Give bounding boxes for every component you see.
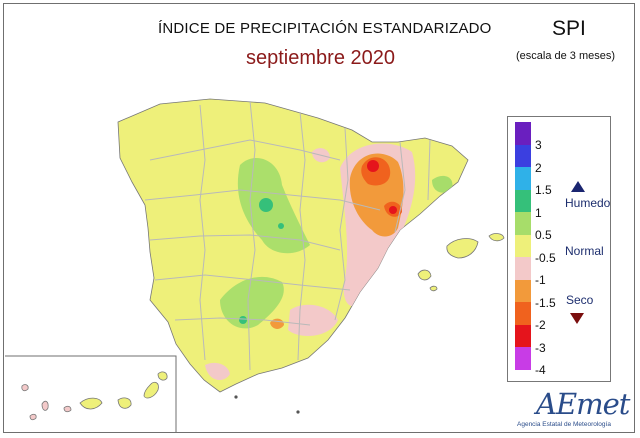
- dry-zone-southeast: [288, 304, 338, 336]
- legend-tick-label: -3: [535, 340, 546, 355]
- legend-swatch: [515, 189, 531, 212]
- legend-swatch: [515, 257, 531, 280]
- wet-cell-toledo: [278, 223, 284, 229]
- ibiza: [417, 269, 432, 281]
- wet-cell-cordoba: [239, 316, 247, 324]
- legend-swatch: [515, 324, 531, 347]
- legend-tick-label: 0.5: [535, 228, 552, 242]
- legend-swatch: [515, 167, 531, 190]
- wet-zone-northeast: [432, 175, 453, 193]
- gran-canaria: [117, 397, 132, 409]
- legend-swatch: [515, 234, 531, 257]
- wet-cell-madrid: [259, 198, 273, 212]
- legend-tick-label: 1.5: [535, 183, 552, 197]
- wet-zone-south: [220, 276, 284, 329]
- la-gomera: [63, 405, 72, 413]
- fuerteventura: [143, 381, 159, 399]
- el-hierro: [21, 384, 29, 392]
- legend-tick-label: -2: [535, 318, 546, 332]
- map-subtitle: septiembre 2020: [246, 47, 395, 69]
- triangle-up-icon: [571, 181, 585, 192]
- province-borders: [144, 100, 431, 371]
- legend-humid-label: Humedo: [565, 196, 611, 210]
- lanzarote: [157, 371, 168, 381]
- legend-swatch: [515, 122, 531, 145]
- legend-tick-label: -1: [535, 273, 546, 287]
- legend-tick-label: -0.5: [535, 250, 556, 265]
- formentera: [429, 285, 438, 292]
- aemet-tagline: Agencia Estatal de Meteorología: [517, 421, 611, 428]
- legend-swatch: [515, 302, 531, 325]
- el-hierro-south: [29, 413, 37, 421]
- wet-zone-center: [237, 157, 310, 254]
- legend-tick-label: 1: [535, 205, 542, 220]
- figure-frame: [3, 3, 635, 433]
- extreme-drought-valencia: [389, 206, 397, 214]
- legend-tick-label: -1.5: [535, 295, 556, 310]
- legend-tick-label: 2: [535, 160, 542, 175]
- dry-zone-south: [205, 362, 230, 381]
- map-title: ÍNDICE DE PRECIPITACIÓN ESTANDARIZADO: [158, 20, 492, 37]
- triangle-down-icon: [570, 313, 584, 324]
- scale-note: (escala de 3 meses): [516, 50, 616, 62]
- legend-normal-label: Normal: [565, 244, 604, 258]
- tenerife: [79, 397, 103, 410]
- legend-swatch: [515, 279, 531, 302]
- ceuta: [234, 395, 238, 399]
- canary-inset-frame: [5, 355, 177, 432]
- menorca: [488, 233, 505, 242]
- aemet-logo: AEmet: [536, 387, 630, 421]
- legend-swatch: [515, 347, 531, 370]
- mallorca: [446, 238, 479, 259]
- legend-swatch: [515, 144, 531, 167]
- extreme-drought-aragon: [367, 160, 379, 172]
- legend-tick-label: 3: [535, 138, 542, 152]
- legend-dry-label: Seco: [566, 293, 594, 307]
- melilla: [296, 410, 300, 414]
- la-palma: [41, 400, 49, 411]
- index-name: SPI: [552, 17, 586, 40]
- legend-swatch: [515, 212, 531, 235]
- legend-tick-label: -4: [535, 363, 546, 377]
